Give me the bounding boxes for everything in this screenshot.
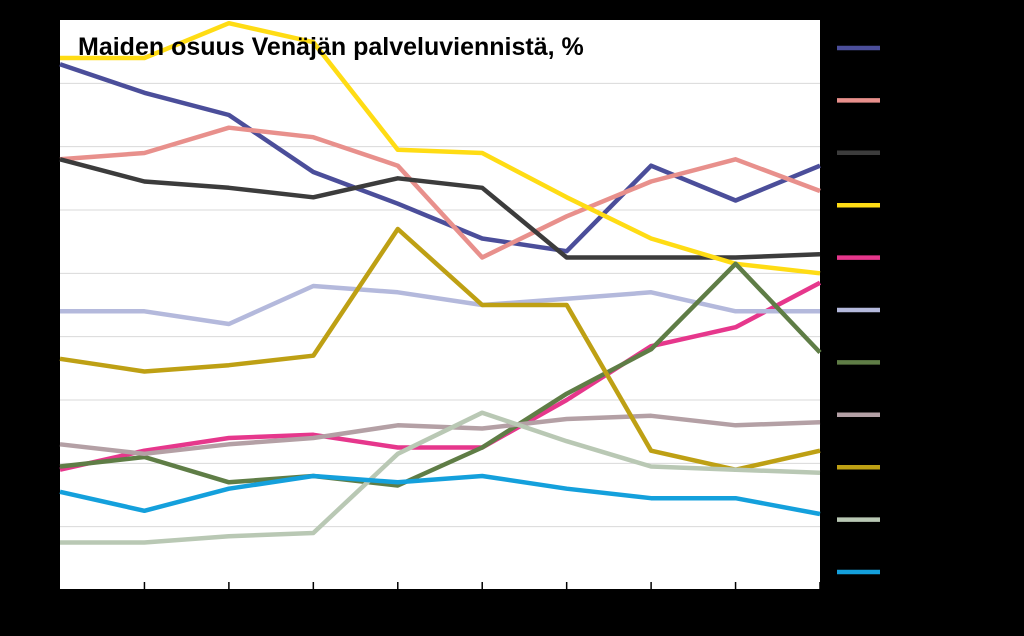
series-line-11: [59, 473, 821, 517]
series-line-1: [59, 62, 821, 254]
series-line-3: [59, 157, 821, 260]
series-line-8: [59, 413, 821, 457]
series-line-6: [60, 283, 820, 327]
series-lines: [59, 20, 822, 545]
chart-title: Maiden osuus Venäjän palveluviennistä, %: [78, 33, 584, 61]
series-line-5: [59, 280, 822, 472]
series-line-2: [59, 125, 821, 260]
axes: [60, 582, 821, 591]
series-line-7: [59, 261, 822, 488]
legend: [837, 45, 880, 575]
series-line-4: [60, 20, 821, 276]
series-line-10: [60, 410, 821, 545]
series-line-9: [59, 226, 821, 472]
